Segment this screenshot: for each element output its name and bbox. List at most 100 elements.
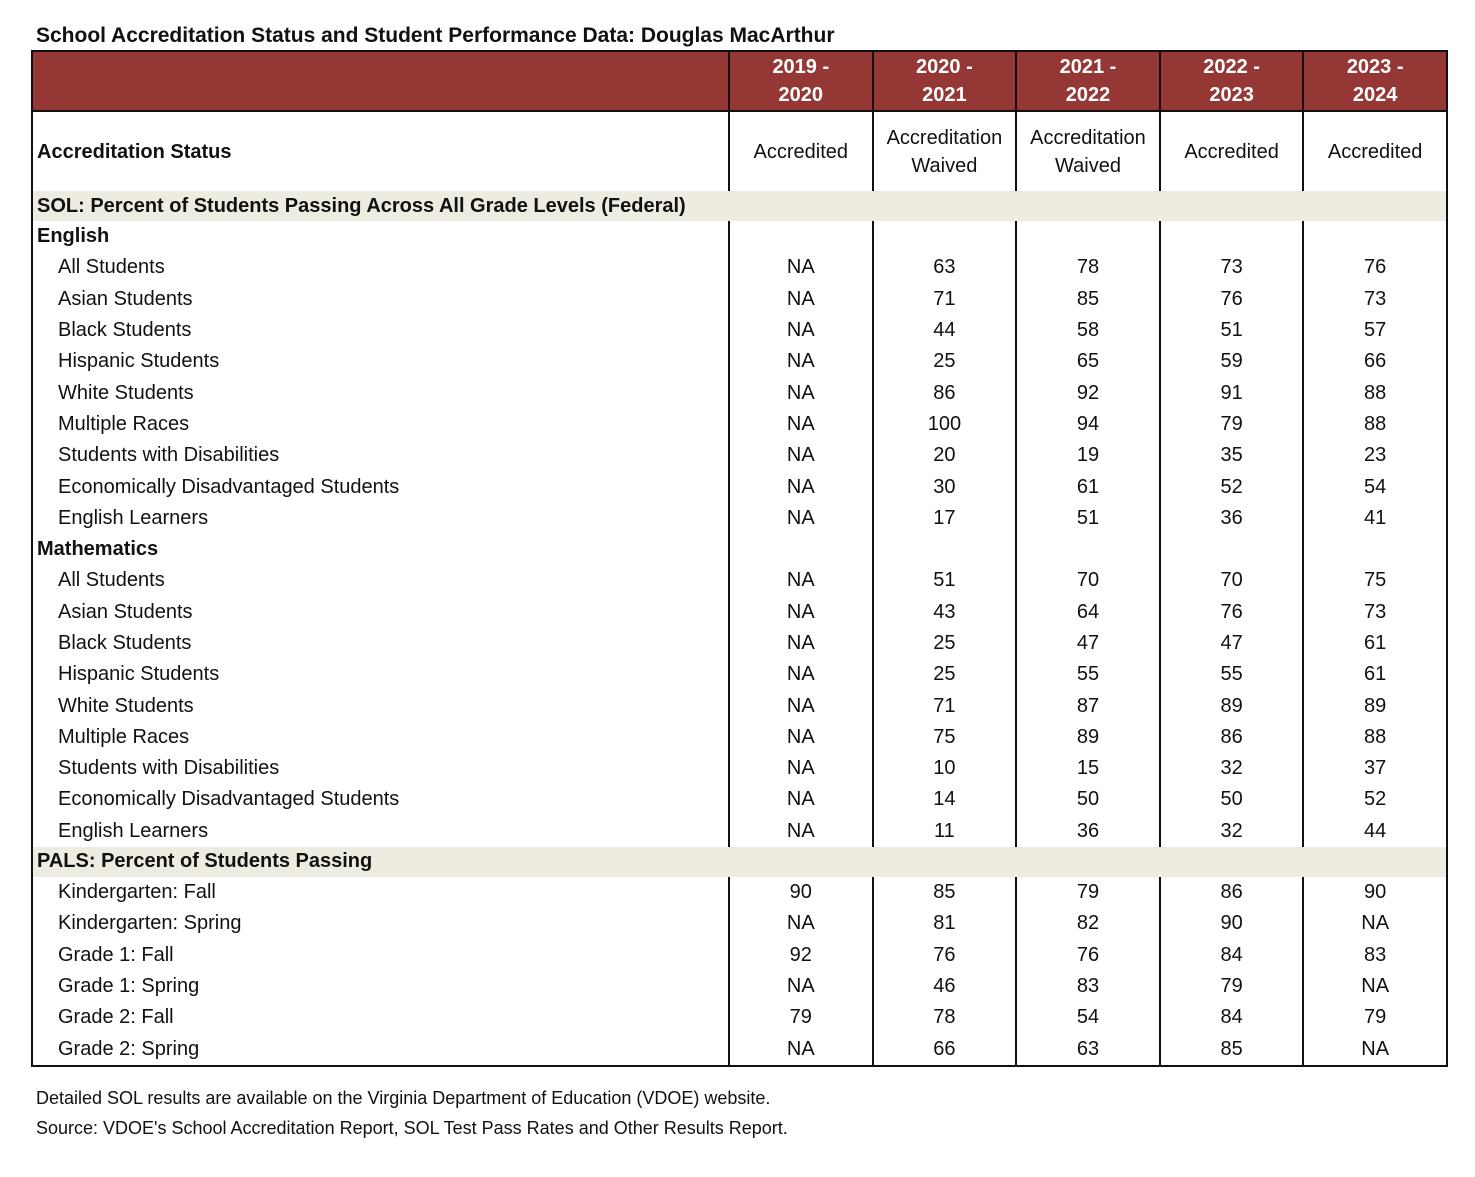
value-cell: 89 <box>1158 690 1304 722</box>
value-cell: 63 <box>871 252 1017 284</box>
value-cell: 50 <box>1158 784 1304 816</box>
row-label: Asian Students <box>58 287 193 310</box>
subject-row: English <box>32 221 1447 253</box>
table-row: Grade 2: Spring NA 66 63 85 NA <box>32 1033 1447 1066</box>
empty-cell <box>871 533 1017 566</box>
value-cell: 64 <box>1015 596 1160 628</box>
footnotes: Detailed SOL results are available on th… <box>36 1083 788 1143</box>
value-cell: 86 <box>1158 876 1304 909</box>
year-header-line: 2021 - <box>1059 56 1117 78</box>
year-header: 2021 - 2022 <box>1015 51 1160 112</box>
value-cell: 83 <box>1302 939 1447 971</box>
year-header: 2023 - 2024 <box>1302 51 1447 112</box>
value-cell: 90 <box>1158 908 1304 940</box>
table-row: Multiple Races NA 100 94 79 88 <box>32 408 1447 441</box>
value-cell: 88 <box>1302 408 1447 441</box>
accreditation-value: Accreditation Waived <box>1015 111 1160 191</box>
value-cell: 47 <box>1158 627 1304 660</box>
value-cell: 54 <box>1015 1002 1160 1034</box>
value-cell: 66 <box>871 1033 1017 1066</box>
value-cell: NA <box>728 346 873 378</box>
value-cell: 84 <box>1158 939 1304 971</box>
value-cell: 92 <box>1015 377 1160 409</box>
year-header-line: 2022 <box>1065 84 1111 106</box>
value-cell: 76 <box>1302 252 1447 284</box>
table-row: Economically Disadvantaged Students NA 14 5… <box>32 784 1447 816</box>
table-row: English Learners NA 17 51 36 41 <box>32 502 1447 534</box>
value-cell: 90 <box>1302 876 1447 909</box>
value-cell: 15 <box>1015 753 1160 785</box>
table-row: Kindergarten: Fall 90 85 79 86 90 <box>32 876 1447 909</box>
row-label: Grade 2: Fall <box>58 1006 174 1029</box>
empty-cell <box>1158 221 1304 253</box>
value-cell: NA <box>728 471 873 503</box>
value-cell: 65 <box>1015 346 1160 378</box>
table-row: Grade 2: Fall 79 78 54 84 79 <box>32 1002 1447 1034</box>
empty-cell <box>871 221 1017 253</box>
row-label: All Students <box>58 569 165 592</box>
value-cell: 73 <box>1302 283 1447 315</box>
value-cell: 41 <box>1302 502 1447 534</box>
row-label: Grade 1: Spring <box>58 974 200 997</box>
section-title: SOL: Percent of Students Passing Across … <box>32 191 1447 221</box>
table-row: Multiple Races NA 75 89 86 88 <box>32 721 1447 754</box>
value-cell: 25 <box>871 627 1017 660</box>
value-cell: 79 <box>1302 1002 1447 1034</box>
year-header-line: 2019 - <box>772 56 830 78</box>
value-cell: 54 <box>1302 471 1447 503</box>
value-cell: 89 <box>1015 721 1160 754</box>
table-row: Black Students NA 44 58 51 57 <box>32 314 1447 347</box>
value-cell: NA <box>728 627 873 660</box>
accreditation-text: Accredited <box>753 140 849 163</box>
accreditation-text: Accreditation <box>1030 126 1146 149</box>
value-cell: 44 <box>1302 815 1447 847</box>
value-cell: 51 <box>1015 502 1160 534</box>
value-cell: 57 <box>1302 314 1447 347</box>
row-label: Multiple Races <box>58 725 190 748</box>
row-label: Kindergarten: Spring <box>58 912 242 935</box>
value-cell: 55 <box>1158 659 1304 691</box>
row-label: Multiple Races <box>58 412 190 435</box>
table-row: Asian Students NA 71 85 76 73 <box>32 283 1447 315</box>
footnote-source: Source: VDOE's School Accreditation Repo… <box>36 1118 788 1138</box>
value-cell: 82 <box>1015 908 1160 940</box>
value-cell: 51 <box>871 565 1017 597</box>
value-cell: 94 <box>1015 408 1160 441</box>
accreditation-value: Accredited <box>728 111 873 191</box>
year-header-line: 2022 - <box>1203 56 1260 78</box>
value-cell: 35 <box>1158 440 1304 472</box>
value-cell: 73 <box>1302 596 1447 628</box>
value-cell: 71 <box>871 690 1017 722</box>
value-cell: 11 <box>871 815 1017 847</box>
row-label: Hispanic Students <box>58 663 220 686</box>
section-header-row: SOL: Percent of Students Passing Across … <box>32 191 1447 221</box>
table-row: Grade 1: Spring NA 46 83 79 NA <box>32 970 1447 1003</box>
value-cell: 86 <box>871 377 1017 409</box>
table-row: White Students NA 71 87 89 89 <box>32 690 1447 722</box>
year-header: 2022 - 2023 <box>1158 51 1304 112</box>
value-cell: 78 <box>1015 252 1160 284</box>
value-cell: NA <box>728 408 873 441</box>
value-cell: 10 <box>871 753 1017 785</box>
table-row: Asian Students NA 43 64 76 73 <box>32 596 1447 628</box>
table-row: All Students NA 51 70 70 75 <box>32 565 1447 597</box>
value-cell: 75 <box>1302 565 1447 597</box>
footnote-detail: Detailed SOL results are available on th… <box>36 1088 771 1108</box>
value-cell: 66 <box>1302 346 1447 378</box>
table-row: Grade 1: Fall 92 76 76 84 83 <box>32 939 1447 971</box>
value-cell: NA <box>728 596 873 628</box>
value-cell: 59 <box>1158 346 1304 378</box>
row-label: Asian Students <box>58 600 193 623</box>
accreditation-value: Accredited <box>1302 111 1447 191</box>
value-cell: 61 <box>1302 627 1447 660</box>
value-cell: NA <box>728 659 873 691</box>
value-cell: 79 <box>1015 876 1160 909</box>
row-label: White Students <box>58 381 194 404</box>
value-cell: NA <box>728 815 873 847</box>
value-cell: 78 <box>871 1002 1017 1034</box>
row-label: Economically Disadvantaged Students <box>58 475 400 498</box>
value-cell: 79 <box>1158 408 1304 441</box>
accreditation-text: Waived <box>1055 154 1121 177</box>
value-cell: 70 <box>1015 565 1160 597</box>
value-cell: 44 <box>871 314 1017 347</box>
